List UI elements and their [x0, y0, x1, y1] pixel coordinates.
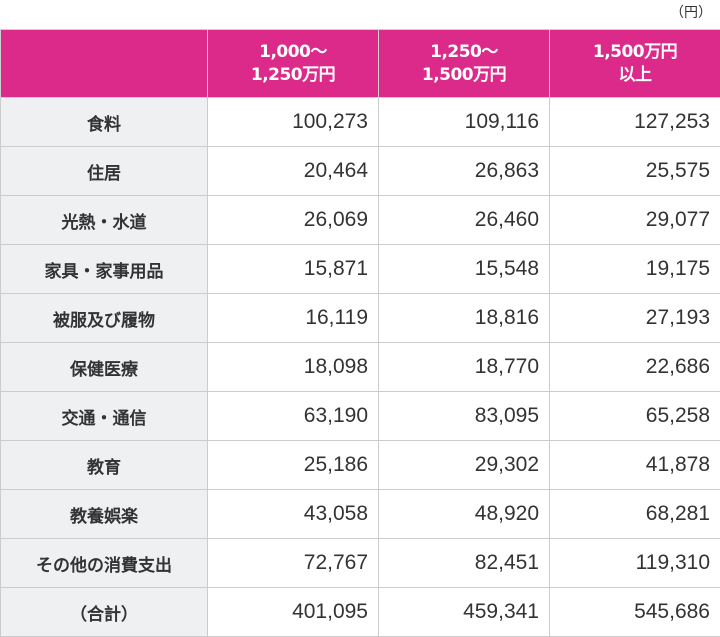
- row-label: 保健医療: [1, 343, 208, 392]
- header-line: 1,250～: [379, 41, 549, 64]
- row-label: 被服及び履物: [1, 294, 208, 343]
- table-cell: 401,095: [208, 588, 379, 637]
- table-row: 保健医療 18,098 18,770 22,686: [1, 343, 720, 392]
- row-label: 教養娯楽: [1, 490, 208, 539]
- header-line: 1,250万円: [208, 64, 378, 87]
- row-label: 教育: [1, 441, 208, 490]
- table-cell: 83,095: [379, 392, 550, 441]
- row-label: その他の消費支出: [1, 539, 208, 588]
- row-label: 食料: [1, 98, 208, 147]
- table-cell: 18,098: [208, 343, 379, 392]
- table-cell: 16,119: [208, 294, 379, 343]
- unit-label: （円）: [670, 2, 712, 24]
- table-cell: 15,548: [379, 245, 550, 294]
- row-label: 交通・通信: [1, 392, 208, 441]
- table-cell: 25,575: [550, 147, 720, 196]
- table-cell: 68,281: [550, 490, 720, 539]
- row-label: 家具・家事用品: [1, 245, 208, 294]
- table-cell: 119,310: [550, 539, 720, 588]
- table-cell: 459,341: [379, 588, 550, 637]
- table-cell: 48,920: [379, 490, 550, 539]
- table-row: 食料 100,273 109,116 127,253: [1, 98, 720, 147]
- table-cell: 109,116: [379, 98, 550, 147]
- row-label: 住居: [1, 147, 208, 196]
- table-cell: 15,871: [208, 245, 379, 294]
- table-row: 家具・家事用品 15,871 15,548 19,175: [1, 245, 720, 294]
- table-row: 教養娯楽 43,058 48,920 68,281: [1, 490, 720, 539]
- header-line: 1,500万円: [379, 64, 549, 87]
- table-cell: 63,190: [208, 392, 379, 441]
- header-income-1500-plus: 1,500万円 以上: [550, 30, 720, 98]
- table-row-total: （合計） 401,095 459,341 545,686: [1, 588, 720, 637]
- table-cell: 26,460: [379, 196, 550, 245]
- table-cell: 41,878: [550, 441, 720, 490]
- table-cell: 29,302: [379, 441, 550, 490]
- table-cell: 27,193: [550, 294, 720, 343]
- header-line: 1,000～: [208, 41, 378, 64]
- table-cell: 26,863: [379, 147, 550, 196]
- table-cell: 72,767: [208, 539, 379, 588]
- table-row: その他の消費支出 72,767 82,451 119,310: [1, 539, 720, 588]
- row-label: 光熱・水道: [1, 196, 208, 245]
- table-cell: 20,464: [208, 147, 379, 196]
- header-income-1250-1500: 1,250～ 1,500万円: [379, 30, 550, 98]
- table-cell: 22,686: [550, 343, 720, 392]
- table-cell: 26,069: [208, 196, 379, 245]
- table-row: 交通・通信 63,190 83,095 65,258: [1, 392, 720, 441]
- header-income-1000-1250: 1,000～ 1,250万円: [208, 30, 379, 98]
- table-row: 教育 25,186 29,302 41,878: [1, 441, 720, 490]
- table-cell: 127,253: [550, 98, 720, 147]
- table-row: 被服及び履物 16,119 18,816 27,193: [1, 294, 720, 343]
- table-row: 住居 20,464 26,863 25,575: [1, 147, 720, 196]
- table-row: 光熱・水道 26,069 26,460 29,077: [1, 196, 720, 245]
- row-label: （合計）: [1, 588, 208, 637]
- header-row: 1,000～ 1,250万円 1,250～ 1,500万円 1,500万円 以上: [1, 30, 720, 98]
- table-cell: 29,077: [550, 196, 720, 245]
- header-corner: [1, 30, 208, 98]
- table-cell: 65,258: [550, 392, 720, 441]
- header-line: 1,500万円: [550, 41, 720, 64]
- table-cell: 19,175: [550, 245, 720, 294]
- table-cell: 100,273: [208, 98, 379, 147]
- table-cell: 18,770: [379, 343, 550, 392]
- expenditure-table: 1,000～ 1,250万円 1,250～ 1,500万円 1,500万円 以上…: [0, 29, 720, 637]
- header-line: 以上: [550, 64, 720, 87]
- table-cell: 18,816: [379, 294, 550, 343]
- table-cell: 545,686: [550, 588, 720, 637]
- table-cell: 82,451: [379, 539, 550, 588]
- table-cell: 25,186: [208, 441, 379, 490]
- table-cell: 43,058: [208, 490, 379, 539]
